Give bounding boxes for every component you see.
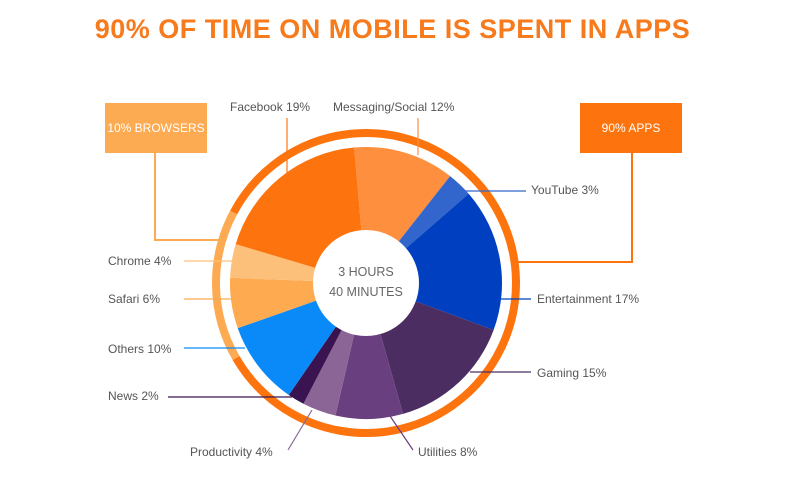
center-label: 3 HOURS 40 MINUTES [305,262,427,302]
apps-connector [518,153,633,263]
label-entertainment: Entertainment 17% [537,292,640,306]
browsers-ring [212,210,240,360]
label-news: News 2% [108,389,159,403]
label-productivity: Productivity 4% [190,445,273,459]
slice-entertainment [366,193,503,330]
apps-box: 90% APPS [580,103,682,153]
label-utilities: Utilities 8% [418,445,478,459]
browsers-box: 10% BROWSERS [105,103,207,153]
label-others: Others 10% [108,342,172,356]
label-facebook: Facebook 19% [230,100,311,114]
center-hole [313,230,419,336]
center-hours: 3 HOURS [338,265,394,279]
label-messaging: Messaging/Social 12% [333,100,455,114]
leader-line-productivity [287,409,313,451]
label-gaming: Gaming 15% [537,366,607,380]
chart-title: 90% OF TIME ON MOBILE IS SPENT IN APPS [94,14,691,44]
browsers-connector [154,153,222,241]
label-youtube: YouTube 3% [531,183,599,197]
label-chrome: Chrome 4% [108,254,172,268]
label-safari: Safari 6% [108,292,161,306]
apps-ring [230,129,520,437]
leader-line-utilities [389,415,414,451]
center-minutes: 40 MINUTES [329,285,403,299]
slice-utilities [335,283,404,419]
